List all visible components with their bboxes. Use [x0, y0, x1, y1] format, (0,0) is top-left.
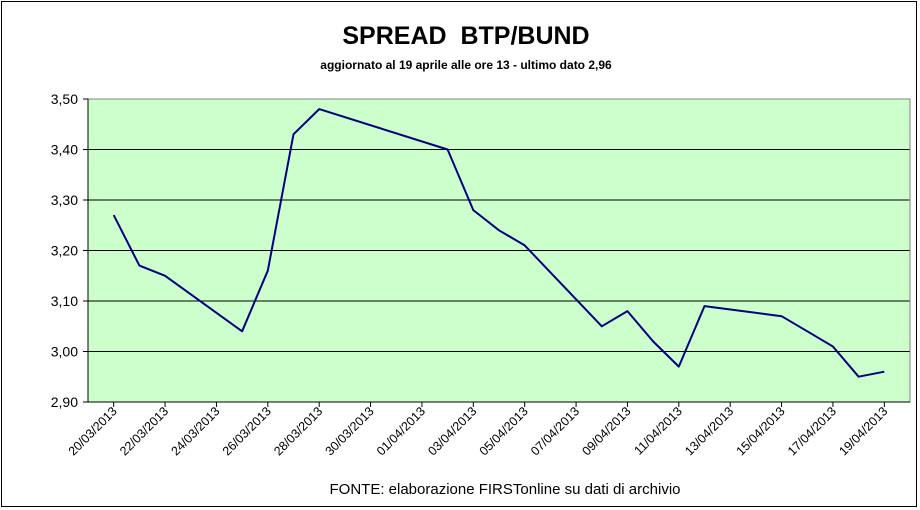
- chart-subtitle: aggiornato al 19 aprile alle ore 13 - ul…: [320, 58, 612, 72]
- x-tick-label: 13/04/2013: [682, 404, 736, 458]
- chart-title: SPREAD BTP/BUND: [342, 22, 590, 50]
- x-tick-label: 22/03/2013: [117, 404, 171, 458]
- chart-source: FONTE: elaborazione FIRSTonline su dati …: [329, 481, 681, 498]
- x-tick-label: 01/04/2013: [374, 404, 428, 458]
- x-tick-label: 09/04/2013: [579, 404, 633, 458]
- x-tick-label: 07/04/2013: [528, 404, 582, 458]
- x-tick-label: 19/04/2013: [836, 404, 890, 458]
- x-tick-label: 03/04/2013: [425, 404, 479, 458]
- series-line: [112, 108, 885, 378]
- x-axis-ticks: 20/03/201322/03/201324/03/201326/03/2013…: [66, 402, 890, 458]
- series-layer: [112, 108, 885, 378]
- y-axis-ticks: 2,90 3,00 3,10 3,20 3,30 3,40 3,50: [51, 91, 88, 410]
- x-tick-label: 30/03/2013: [323, 404, 377, 458]
- y-tick-label: 3,30: [51, 192, 78, 208]
- y-tick-label: 2,90: [51, 394, 78, 410]
- x-tick-label: 17/04/2013: [785, 404, 839, 458]
- x-tick-label: 26/03/2013: [220, 404, 274, 458]
- x-tick-label: 20/03/2013: [66, 404, 120, 458]
- y-tick-label: 3,50: [51, 91, 78, 107]
- y-tick-label: 3,40: [51, 142, 78, 158]
- x-tick-label: 05/04/2013: [477, 404, 531, 458]
- y-tick-label: 3,00: [51, 344, 78, 360]
- x-tick-label: 24/03/2013: [168, 404, 222, 458]
- y-tick-label: 3,20: [51, 243, 78, 259]
- x-tick-label: 15/04/2013: [734, 404, 788, 458]
- y-tick-label: 3,10: [51, 293, 78, 309]
- x-tick-label: 11/04/2013: [631, 404, 685, 458]
- x-tick-label: 28/03/2013: [271, 404, 325, 458]
